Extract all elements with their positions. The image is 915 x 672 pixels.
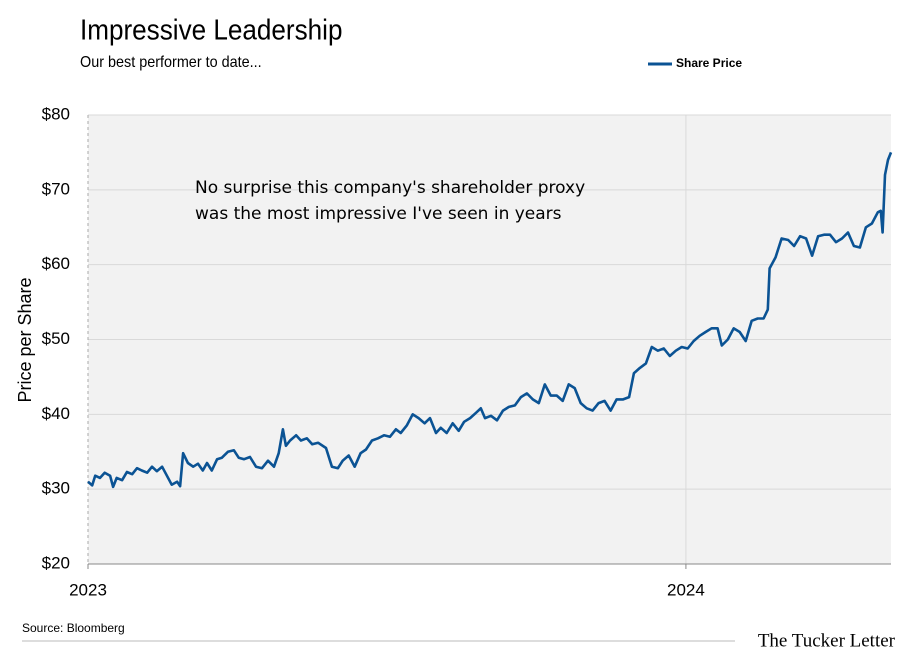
- y-tick-label: $60: [42, 254, 70, 273]
- y-tick-label: $50: [42, 329, 70, 348]
- x-tick-label: 2024: [667, 580, 705, 599]
- brand: The Tucker Letter: [758, 630, 896, 651]
- line: [87, 151, 893, 489]
- source: Source: Bloomberg: [22, 621, 125, 635]
- legend-label: Share Price: [676, 56, 742, 70]
- annotation: was the most impressive I've seen in yea…: [195, 204, 562, 224]
- y-tick-label: $30: [42, 479, 70, 498]
- chart-subtitle: Our best performer to date...: [80, 54, 262, 72]
- y-tick-label: $70: [42, 179, 70, 198]
- y-tick-label: $40: [42, 404, 70, 423]
- y-axis-label: Price per Share: [15, 277, 35, 402]
- annotation: No surprise this company's shareholder p…: [195, 178, 585, 198]
- x-tick-label: 2023: [69, 580, 107, 599]
- chart-title: Impressive Leadership: [80, 13, 342, 46]
- y-tick-label: $20: [42, 553, 70, 572]
- y-tick-label: $80: [42, 104, 70, 123]
